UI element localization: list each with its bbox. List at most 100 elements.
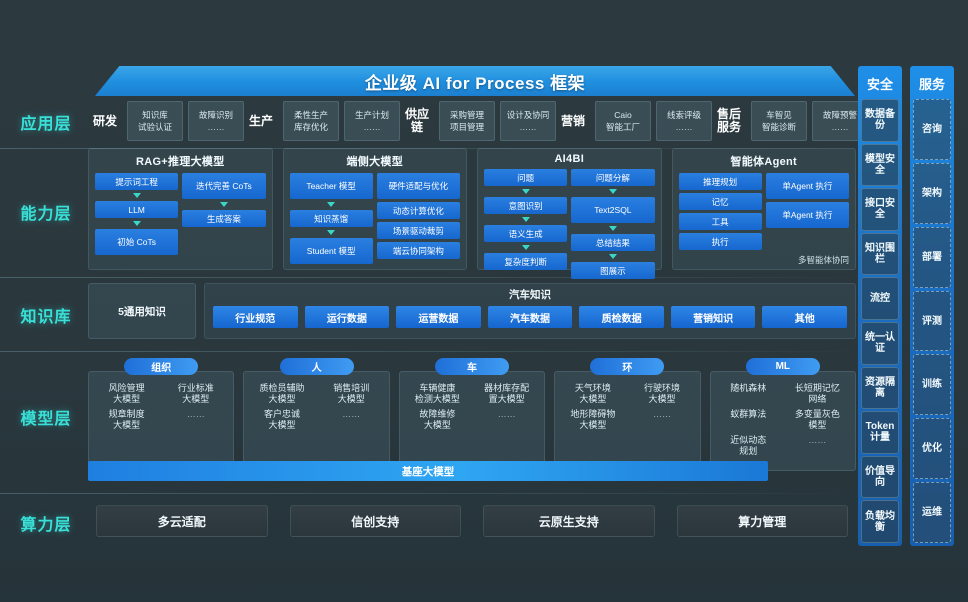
general-knowledge-box[interactable]: 5通用知识 xyxy=(88,283,196,339)
service-column-header: 服务 xyxy=(918,76,945,92)
knowledge-chip[interactable]: 质检数据 xyxy=(579,306,664,328)
service-item[interactable]: 训练 xyxy=(913,354,951,416)
application-cell-list: 柔性生产 库存优化 生产计划 …… xyxy=(283,101,400,141)
capability-node[interactable]: 硬件适配与优化 xyxy=(376,173,460,199)
capability-node[interactable]: 问题 xyxy=(484,169,568,186)
capability-node[interactable]: 图展示 xyxy=(571,262,655,279)
application-cell-text: 智能工厂 xyxy=(605,122,640,132)
service-item[interactable]: 运维 xyxy=(913,482,951,544)
capability-node[interactable]: LLM xyxy=(95,201,179,218)
capability-node[interactable]: 场景驱动裁剪 xyxy=(376,222,460,239)
capability-column-right: 迭代完善 CoTs 生成答案 xyxy=(182,173,266,269)
model-group-pill[interactable]: 车 xyxy=(435,358,510,375)
security-item[interactable]: 知识围栏 xyxy=(861,232,899,276)
capability-node[interactable]: 语义生成 xyxy=(484,225,568,242)
compute-item[interactable]: 云原生支持 xyxy=(483,505,655,537)
capability-node[interactable]: 动态计算优化 xyxy=(376,202,460,219)
layer-label-compute: 算力层 xyxy=(20,517,72,534)
capability-node[interactable]: 生成答案 xyxy=(182,210,266,227)
capability-node[interactable]: 推理规划 xyxy=(678,173,762,190)
knowledge-chip[interactable]: 汽车数据 xyxy=(487,306,573,328)
capability-node[interactable]: 知识蒸馏 xyxy=(289,210,373,227)
security-item[interactable]: 负载均衡 xyxy=(861,500,899,543)
compute-item[interactable]: 信创支持 xyxy=(289,505,461,537)
capability-node[interactable]: Teacher 模型 xyxy=(289,173,373,199)
model-item[interactable]: …… xyxy=(342,409,361,419)
model-group-pill[interactable]: 组织 xyxy=(124,358,199,375)
application-cell[interactable]: 柔性生产 库存优化 xyxy=(283,101,339,141)
service-item[interactable]: 咨询 xyxy=(913,99,951,160)
model-item[interactable]: 客户忠诚 大模型 xyxy=(264,409,301,430)
model-item[interactable]: 多变量灰色 模型 xyxy=(794,409,840,430)
model-item[interactable]: 近似动态 规划 xyxy=(730,435,767,456)
compute-item[interactable]: 多云适配 xyxy=(96,505,268,537)
capability-node[interactable]: 端云协同架构 xyxy=(376,242,460,259)
service-item[interactable]: 部署 xyxy=(913,226,951,288)
model-item[interactable]: 器材库存配 置大模型 xyxy=(484,383,530,404)
capability-node[interactable]: 初始 CoTs xyxy=(95,229,179,255)
capability-node[interactable]: 意图识别 xyxy=(484,197,568,214)
application-cell[interactable]: 线索评级 …… xyxy=(656,101,712,141)
capability-node[interactable]: 迭代完善 CoTs xyxy=(182,173,266,199)
application-cell[interactable]: Caio 智能工厂 xyxy=(595,101,651,141)
security-item[interactable]: 接口安全 xyxy=(861,188,899,231)
model-item[interactable]: …… xyxy=(186,409,205,419)
model-item[interactable]: 风险管理 大模型 xyxy=(108,383,145,404)
security-item[interactable]: 流控 xyxy=(861,277,899,320)
security-item[interactable]: 统一认证 xyxy=(861,321,899,365)
capability-node[interactable]: 记忆 xyxy=(678,193,762,210)
service-item[interactable]: 架构 xyxy=(913,162,951,224)
compute-item[interactable]: 算力管理 xyxy=(676,505,848,537)
model-item[interactable]: 行业标准 大模型 xyxy=(177,383,214,404)
application-cell[interactable]: 故障识别 …… xyxy=(188,101,244,141)
model-item[interactable]: 随机森林 xyxy=(730,383,767,393)
capability-node[interactable]: 单Agent 执行 xyxy=(765,202,849,228)
application-cell[interactable]: 生产计划 …… xyxy=(344,101,400,141)
model-item[interactable]: 行驶环境 大模型 xyxy=(644,383,681,404)
capability-node[interactable]: 单Agent 执行 xyxy=(765,173,849,199)
model-group-pill[interactable]: 环 xyxy=(590,358,665,375)
security-item[interactable]: Token 计量 xyxy=(861,411,899,454)
service-item[interactable]: 优化 xyxy=(913,418,951,480)
model-item[interactable]: 车辆健康 检测大模型 xyxy=(414,383,460,404)
capability-node[interactable]: 复杂度判断 xyxy=(484,253,568,270)
application-cell[interactable]: 知识库 试验认证 xyxy=(127,101,183,141)
capability-node[interactable]: 执行 xyxy=(678,233,762,250)
knowledge-chip[interactable]: 其他 xyxy=(762,306,848,328)
capability-node[interactable]: 总结结果 xyxy=(571,234,655,251)
security-item[interactable]: 数据备份 xyxy=(861,99,899,142)
application-cell[interactable]: 车智见 智能诊断 xyxy=(751,101,807,141)
knowledge-chip[interactable]: 营销知识 xyxy=(670,306,756,328)
capability-node[interactable]: 问题分解 xyxy=(571,169,655,186)
capability-panel: RAG+推理大模型 提示词工程 LLM 初始 CoTs 迭代完善 CoTs 生成答案 xyxy=(88,148,273,270)
service-item[interactable]: 评测 xyxy=(913,290,951,352)
security-item[interactable]: 模型安全 xyxy=(861,143,899,187)
knowledge-chip[interactable]: 运营数据 xyxy=(396,306,481,328)
model-item[interactable]: …… xyxy=(497,409,516,419)
model-group-pill[interactable]: 人 xyxy=(279,358,354,375)
security-item[interactable]: 价值导向 xyxy=(861,455,899,499)
capability-node[interactable]: 工具 xyxy=(678,213,762,230)
capability-node[interactable]: 提示词工程 xyxy=(95,173,179,190)
knowledge-chip[interactable]: 运行数据 xyxy=(304,306,390,328)
model-item[interactable]: 长短期记忆 网络 xyxy=(794,383,840,404)
knowledge-chip[interactable]: 行业规范 xyxy=(213,306,298,328)
model-item[interactable]: 地形障碍物 大模型 xyxy=(570,409,616,430)
model-item[interactable]: …… xyxy=(808,435,827,445)
model-item[interactable]: …… xyxy=(653,409,672,419)
capability-node[interactable]: Student 模型 xyxy=(289,238,373,264)
model-group: 人质检员辅助 大模型 销售培训 大模型客户忠诚 大模型 …… xyxy=(243,358,390,480)
model-item[interactable]: 销售培训 大模型 xyxy=(333,383,370,404)
auto-knowledge-title: 汽车知识 xyxy=(509,289,551,301)
model-item[interactable]: 天气环境 大模型 xyxy=(574,383,611,404)
model-item[interactable]: 蚁群算法 xyxy=(730,409,767,419)
application-cell[interactable]: 设计及协同 …… xyxy=(500,101,556,141)
capability-node[interactable]: Text2SQL xyxy=(571,197,655,223)
model-group-pill[interactable]: ML xyxy=(745,358,820,375)
model-item[interactable]: 规章制度 大模型 xyxy=(108,409,145,430)
base-model-bar[interactable]: 基座大模型 xyxy=(88,461,768,481)
model-item[interactable]: 质检员辅助 大模型 xyxy=(259,383,305,404)
security-item[interactable]: 资源隔离 xyxy=(861,366,899,410)
model-item[interactable]: 故障维修 大模型 xyxy=(419,409,456,430)
application-cell[interactable]: 采购管理 项目管理 xyxy=(439,101,495,141)
